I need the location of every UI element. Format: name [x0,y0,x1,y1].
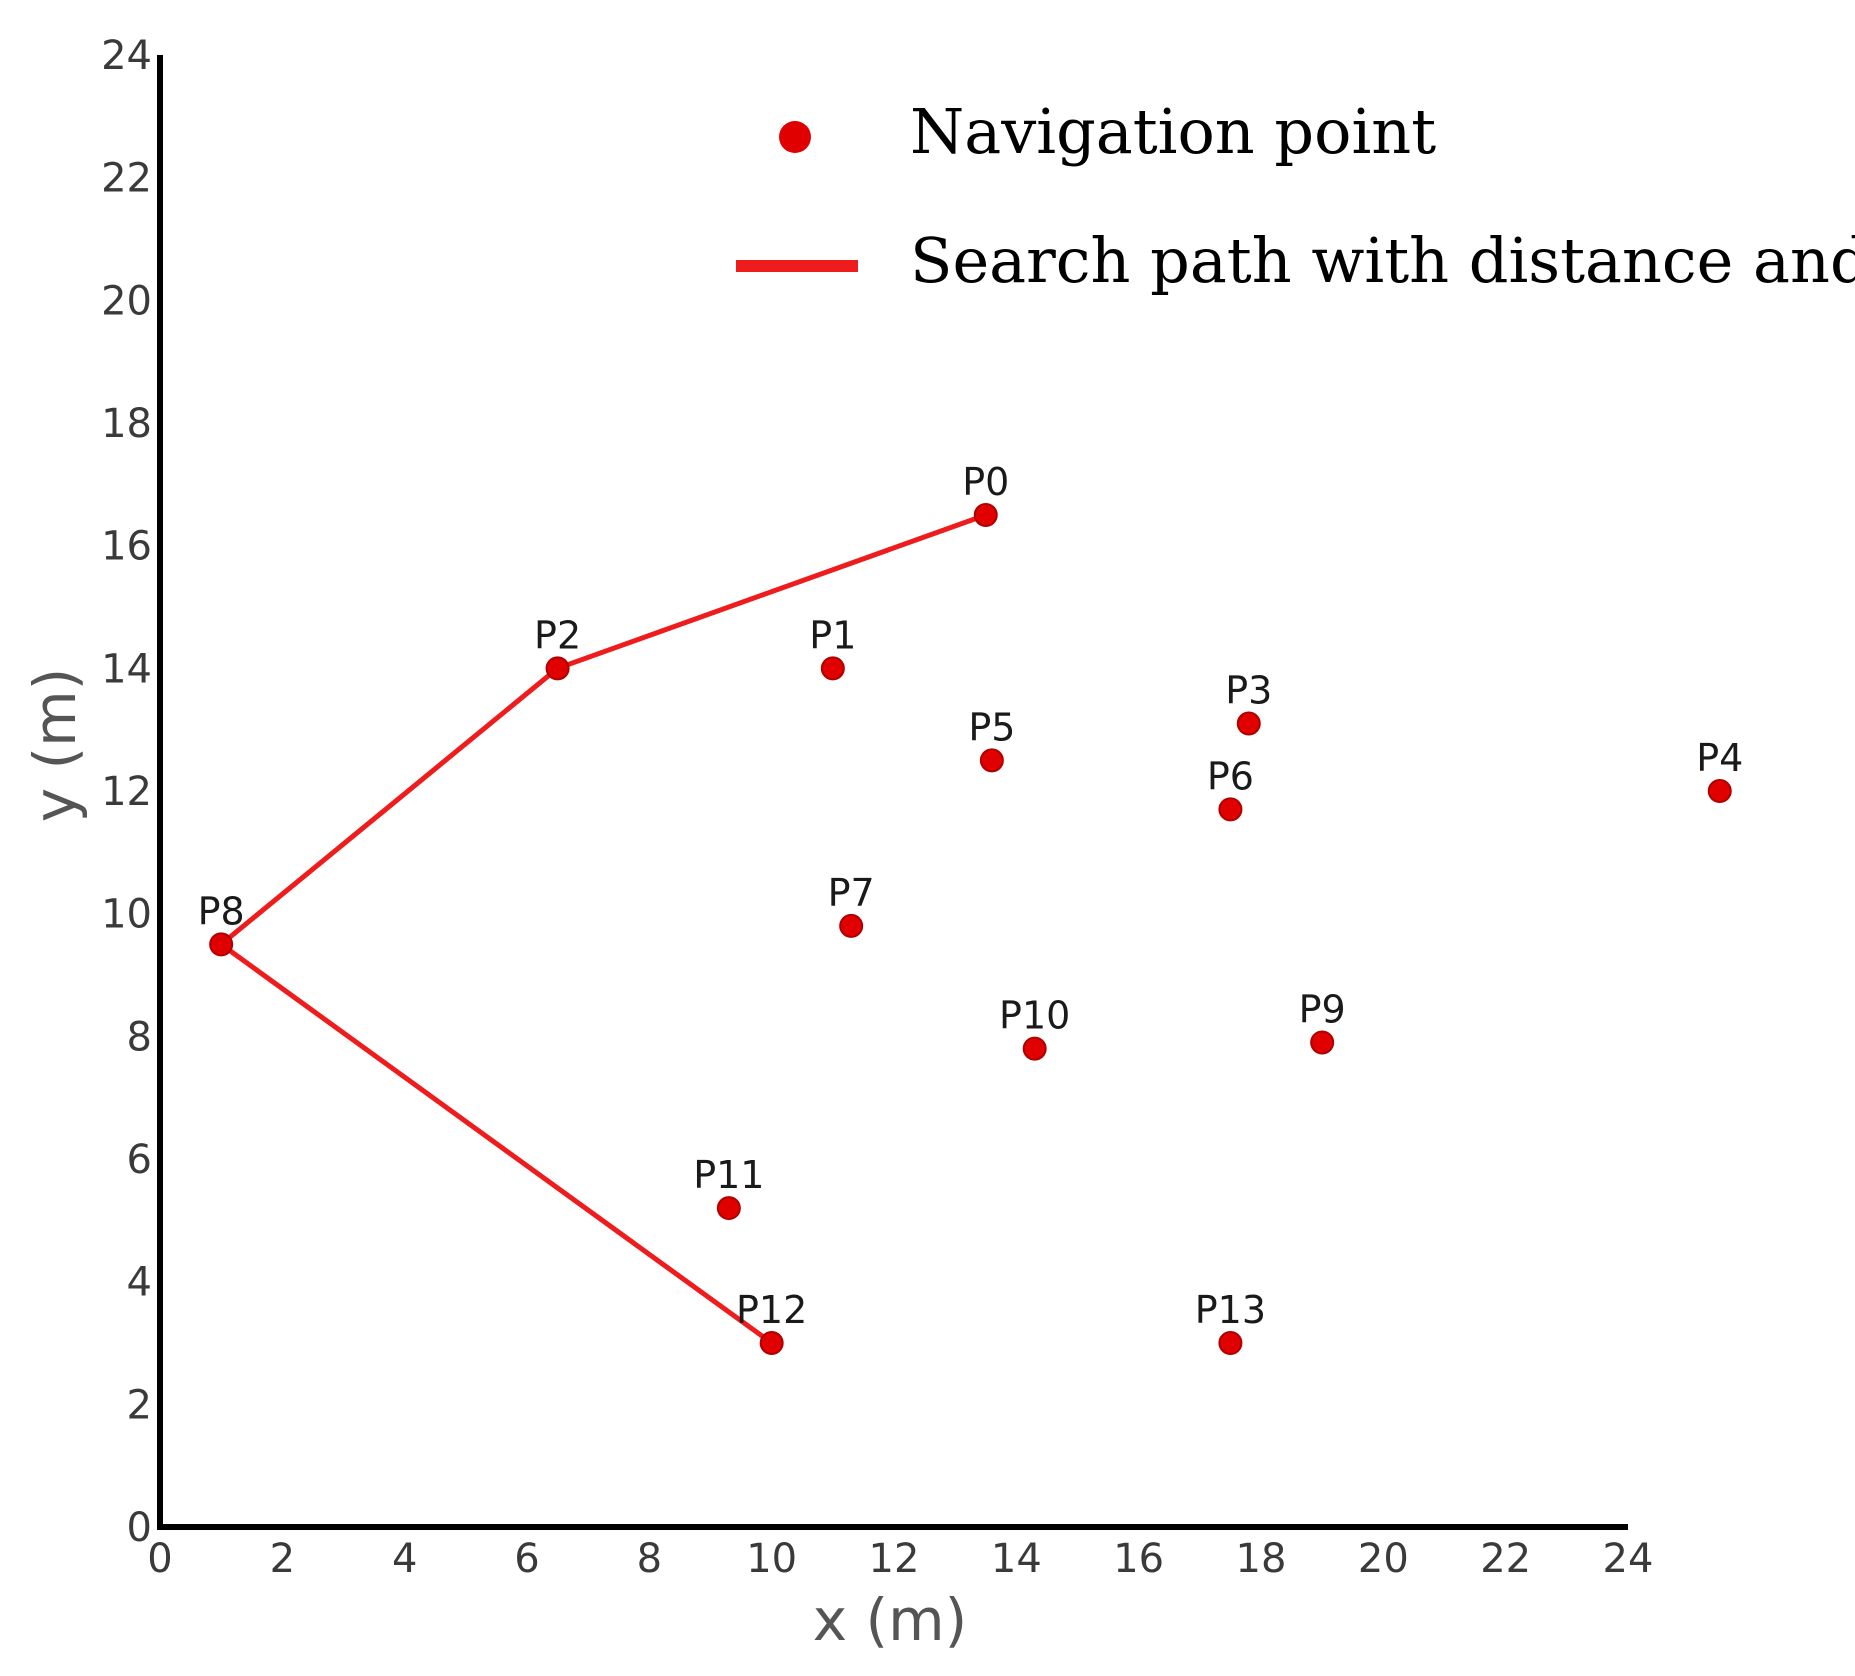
point-marker [839,913,864,938]
point-marker [973,503,998,527]
point-marker [716,1196,741,1221]
point-label: P2 [534,613,581,657]
point-label: P5 [968,705,1015,749]
y-tick-label: 16 [101,524,152,570]
point-marker [545,656,570,681]
navigation-point-p1: P1 [809,613,856,681]
point-label: P8 [198,889,245,933]
navigation-point-p9: P9 [1299,987,1346,1055]
axes [157,55,1628,1530]
point-label: P0 [962,460,1009,504]
x-tick-label: 18 [1236,1536,1287,1582]
point-label: P6 [1207,754,1254,798]
point-label: P1 [809,613,856,657]
x-tick-label: 14 [991,1536,1042,1582]
x-tick-label: 10 [746,1536,797,1582]
navigation-point-p5: P5 [968,705,1015,773]
navigation-point-p6: P6 [1207,754,1254,822]
y-axis-label: y (m) [21,668,89,823]
point-marker [1022,1036,1047,1061]
legend-point-label: Navigation point [910,95,1436,168]
point-marker [759,1331,784,1355]
point-marker [820,656,845,681]
x-tick-label: 6 [514,1536,539,1582]
y-tick-label: 10 [101,892,152,938]
navigation-point-p8: P8 [198,889,245,957]
y-tick-label: 20 [101,278,152,324]
x-axis-label: x (m) [813,1586,968,1654]
legend-path-label: Search path with distance and turn [910,224,1855,297]
point-marker [979,748,1004,773]
path-segment-P8-P12 [218,941,775,1346]
point-marker [1236,711,1261,736]
navigation-point-p12: P12 [736,1288,807,1355]
y-tick-label: 8 [127,1014,152,1060]
path-segment-P2-P8 [218,665,561,947]
legend-point-marker [779,121,811,153]
x-tick-label: 22 [1480,1536,1531,1582]
y-tick-label: 24 [101,33,152,79]
point-label: P11 [693,1153,764,1197]
point-marker [1707,779,1732,803]
navigation-point-p10: P10 [999,994,1070,1061]
x-tick-label: 4 [392,1536,417,1582]
y-tick-label: 12 [101,769,152,815]
x-tick-label: 2 [270,1536,295,1582]
x-tick-label: 0 [147,1536,172,1582]
navigation-point-p3: P3 [1225,669,1272,736]
point-label: P3 [1225,669,1272,713]
y-tick-label: 18 [101,401,152,447]
point-label: P10 [999,994,1070,1038]
navigation-point-p11: P11 [693,1153,764,1221]
y-tick-label: 4 [127,1260,152,1306]
x-tick-label: 8 [637,1536,662,1582]
navigation-point-p7: P7 [828,871,875,938]
x-tick-labels: 0 2 4 6 8 10 12 14 16 18 20 22 24 [147,1536,1653,1582]
x-tick-label: 16 [1113,1536,1164,1582]
point-marker [1218,797,1243,822]
y-tick-label: 2 [127,1382,152,1428]
point-label: P7 [828,871,875,915]
x-tick-label: 20 [1358,1536,1409,1582]
point-label: P13 [1195,1288,1266,1332]
y-tick-label: 0 [127,1505,152,1551]
x-tick-label: 12 [869,1536,920,1582]
x-tick-label: 24 [1603,1536,1654,1582]
y-tick-label: 14 [101,646,152,692]
path-segment-P0-P2 [555,512,989,671]
legend: Navigation point Search path with distan… [736,95,1855,297]
point-label: P4 [1696,736,1743,780]
point-label: P9 [1299,987,1346,1031]
navigation-point-p2: P2 [534,613,581,681]
navigation-point-p0: P0 [962,460,1009,527]
point-marker [1310,1030,1335,1055]
search-path [218,512,989,1346]
point-label: P12 [736,1288,807,1332]
navigation-point-p4: P4 [1696,736,1743,803]
y-tick-label: 6 [127,1137,152,1183]
point-marker [209,932,234,957]
point-marker [1218,1331,1243,1355]
navigation-points: P0 P1 P2 P3 P4 P5 P6 P7 P8 P9 P10 P11 P12 P13 [198,460,1743,1355]
y-tick-label: 22 [101,156,152,202]
navigation-point-p13: P13 [1195,1288,1266,1355]
